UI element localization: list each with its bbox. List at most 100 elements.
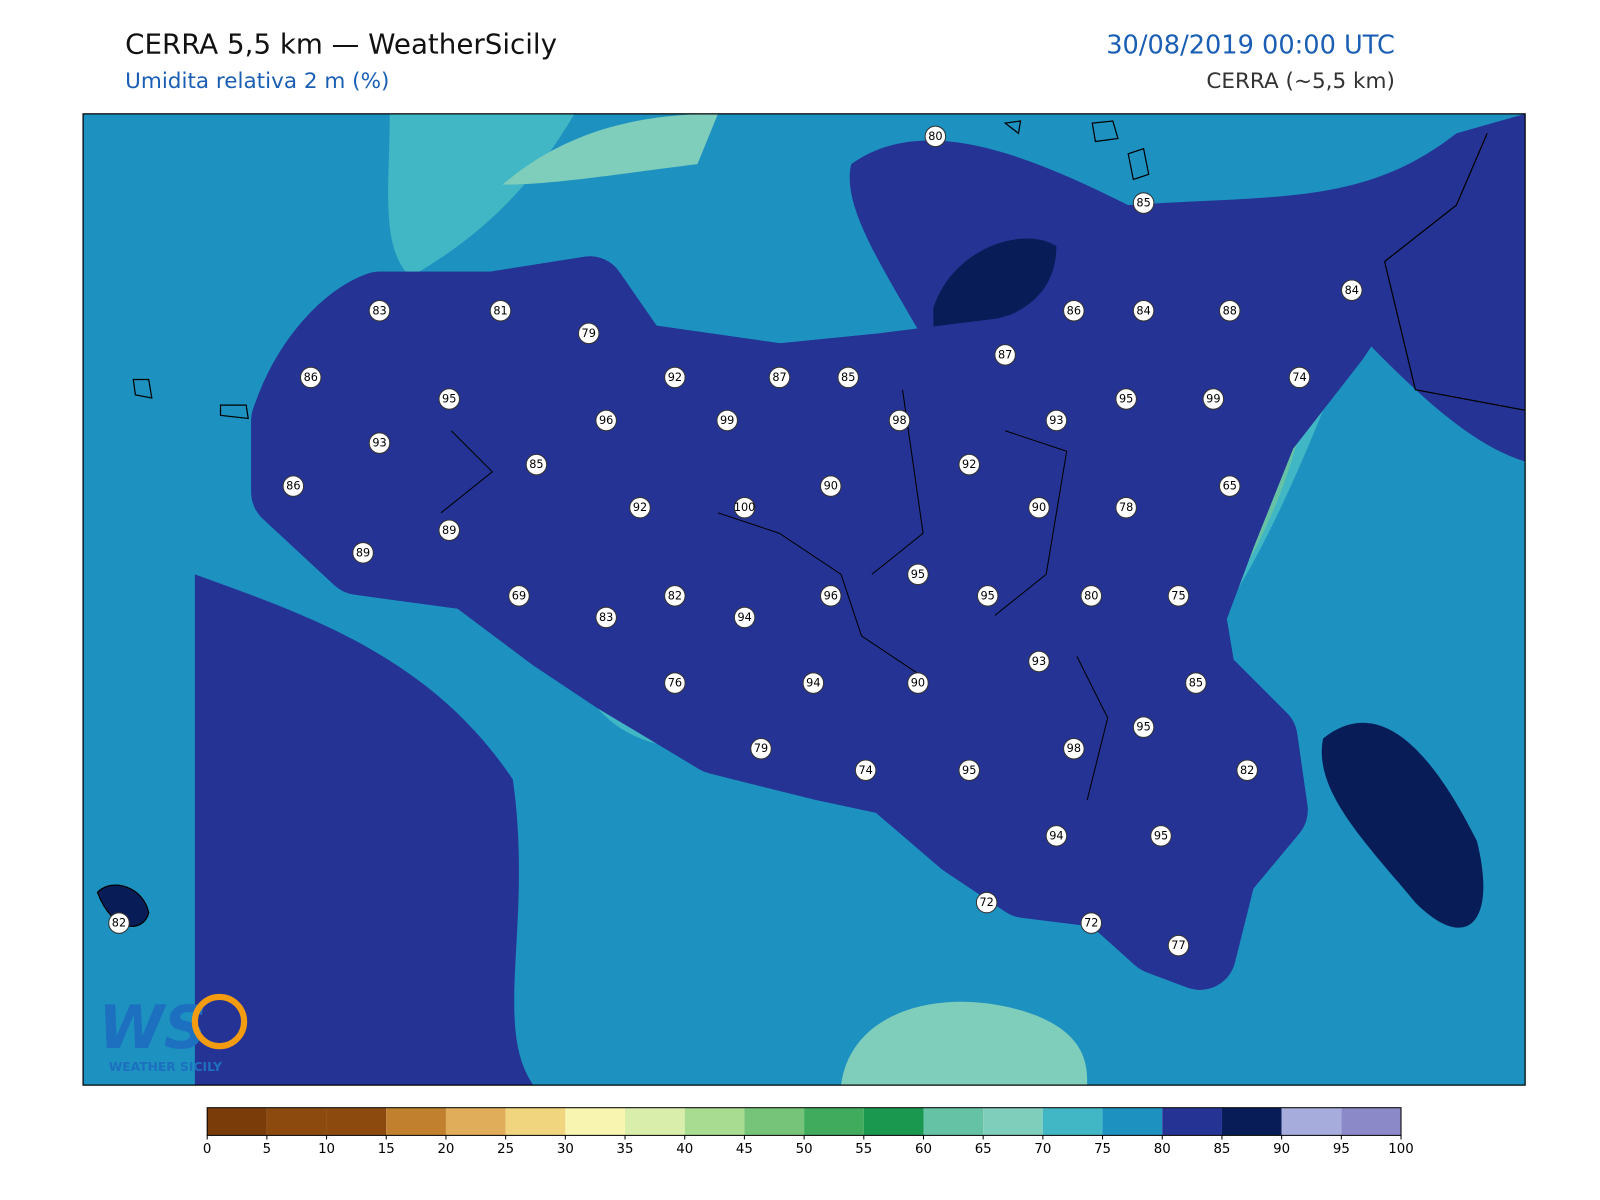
station-marker bbox=[595, 606, 617, 629]
station-value: 80 bbox=[1084, 589, 1098, 602]
station-marker bbox=[1150, 825, 1172, 847]
station-value: 89 bbox=[442, 524, 456, 537]
station-value: 99 bbox=[720, 414, 734, 427]
colorbar-tick-label: 0 bbox=[203, 1142, 211, 1157]
colorbar-tick-label: 65 bbox=[975, 1142, 992, 1157]
datetime: 30/08/2019 00:00 UTC bbox=[1106, 30, 1395, 60]
station-marker bbox=[854, 759, 877, 782]
station-value: 82 bbox=[112, 917, 126, 930]
station-marker bbox=[1218, 299, 1241, 322]
island bbox=[132, 120, 1150, 420]
station-marker bbox=[664, 366, 686, 389]
station-value: 84 bbox=[1345, 284, 1359, 297]
station-marker bbox=[1115, 496, 1137, 519]
station-marker bbox=[1115, 388, 1137, 410]
station-value: 92 bbox=[668, 371, 682, 384]
colorbar-swatch bbox=[625, 1107, 685, 1136]
station-value: 77 bbox=[1171, 939, 1185, 952]
colorbar-frame bbox=[206, 1107, 1402, 1136]
station-marker bbox=[750, 737, 772, 760]
subtitle: Umidita relativa 2 m (%) bbox=[125, 69, 389, 94]
station-marker bbox=[438, 519, 460, 542]
station-value: 75 bbox=[1171, 589, 1185, 602]
station-marker bbox=[1045, 409, 1068, 432]
colorbar-swatch bbox=[684, 1107, 745, 1136]
station-value: 98 bbox=[892, 414, 906, 427]
station-marker bbox=[994, 344, 1016, 366]
station-marker bbox=[976, 585, 999, 607]
station-value: 100 bbox=[734, 501, 756, 514]
station-marker bbox=[907, 563, 929, 586]
station-value: 93 bbox=[1032, 655, 1046, 668]
station-marker bbox=[1080, 585, 1103, 607]
colorbar-tick-label: 30 bbox=[557, 1142, 574, 1157]
station-marker bbox=[1167, 585, 1190, 607]
station-marker bbox=[1063, 737, 1085, 760]
station-value: 90 bbox=[824, 480, 838, 493]
station-value: 95 bbox=[1154, 829, 1168, 842]
station-marker bbox=[716, 409, 738, 432]
station-value: 92 bbox=[633, 501, 647, 514]
station-marker bbox=[525, 453, 548, 476]
colorbar-swatch bbox=[1221, 1107, 1282, 1136]
map-frame bbox=[82, 113, 1526, 1086]
station-marker bbox=[768, 366, 791, 389]
colorbar-swatch bbox=[923, 1107, 984, 1136]
station-value: 85 bbox=[1189, 677, 1203, 690]
colorbar-tick-label: 90 bbox=[1273, 1142, 1290, 1157]
station-value: 95 bbox=[962, 764, 976, 777]
station-marker bbox=[368, 299, 391, 322]
field-zone bbox=[388, 113, 575, 277]
station-value: 95 bbox=[1136, 721, 1150, 734]
station-value: 89 bbox=[356, 546, 370, 559]
station-value: 74 bbox=[858, 764, 872, 777]
station-value: 99 bbox=[1206, 392, 1220, 405]
station-marker bbox=[958, 453, 980, 476]
station-value: 96 bbox=[599, 414, 613, 427]
colorbar-swatch bbox=[207, 1107, 267, 1136]
station-value: 84 bbox=[1136, 304, 1150, 317]
station-value: 79 bbox=[582, 327, 596, 340]
station-value: 74 bbox=[1292, 371, 1306, 384]
colorbar-tick-label: 80 bbox=[1154, 1142, 1171, 1157]
source: CERRA (~5,5 km) bbox=[1206, 69, 1395, 94]
station-marker bbox=[368, 432, 391, 454]
station-value: 78 bbox=[1119, 501, 1133, 514]
station-value: 85 bbox=[841, 371, 855, 384]
station-marker bbox=[802, 672, 825, 694]
station-value: 94 bbox=[806, 677, 820, 690]
station-marker bbox=[1132, 716, 1155, 738]
colorbar-tick-label: 60 bbox=[915, 1142, 932, 1157]
station-value: 94 bbox=[737, 611, 751, 624]
station-value: 90 bbox=[1032, 501, 1046, 514]
colorbar: 0 5 10 15 20 25 30 35 40 45 50 55 60 65 70 75 80 85 90 95 10… bbox=[203, 1107, 1414, 1157]
station-marker bbox=[1167, 934, 1190, 957]
station-value: 65 bbox=[1223, 480, 1237, 493]
logo-sun bbox=[191, 993, 248, 1050]
field-zone bbox=[194, 574, 534, 1086]
station-value: 82 bbox=[668, 589, 682, 602]
colorbar-swatch bbox=[565, 1107, 626, 1136]
colorbar-tick-label: 75 bbox=[1094, 1142, 1111, 1157]
station-marker bbox=[489, 299, 512, 322]
station-value: 72 bbox=[979, 896, 993, 909]
field-zone bbox=[933, 238, 1057, 329]
colorbar-tick-label: 50 bbox=[796, 1142, 813, 1157]
station-marker bbox=[1028, 496, 1050, 519]
station-marker bbox=[733, 496, 756, 519]
station-marker bbox=[924, 125, 947, 148]
stations: 80 85 83 81 79 86 84 88 84 87 86 92 87 85 74 95 95 99 96 99… bbox=[108, 125, 1363, 957]
station-marker bbox=[1341, 279, 1363, 302]
colorbar-swatch bbox=[863, 1107, 924, 1136]
colorbar-tick-label: 70 bbox=[1034, 1142, 1051, 1157]
station-value: 98 bbox=[1067, 742, 1081, 755]
field-zone bbox=[841, 1001, 1088, 1086]
logo-mark: WS bbox=[98, 994, 206, 1063]
station-marker bbox=[958, 759, 980, 782]
station-value: 69 bbox=[512, 589, 526, 602]
station-value: 81 bbox=[493, 304, 507, 317]
province-border bbox=[440, 389, 1109, 801]
station-value: 80 bbox=[928, 130, 942, 143]
station-marker bbox=[1218, 475, 1241, 497]
